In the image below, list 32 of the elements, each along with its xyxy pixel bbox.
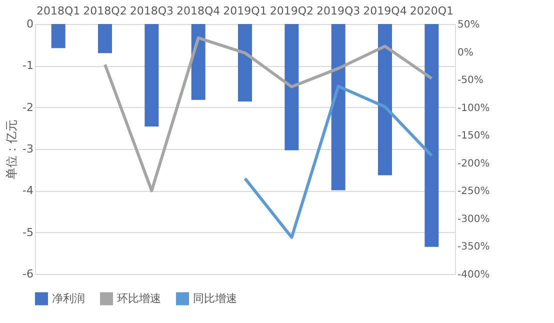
legend-label: 净利润	[52, 292, 85, 305]
y2-tick-label: -200%	[458, 158, 490, 170]
x-tick-label: 2019Q1	[223, 4, 267, 18]
x-tick-label: 2019Q4	[363, 4, 407, 18]
x-tick-label: 2018Q4	[176, 4, 220, 18]
y2-tick-label: -250%	[458, 186, 490, 198]
y-tick-label: 0	[26, 18, 34, 30]
y-tick-label: -2	[22, 100, 34, 114]
x-tick-label: 2020Q1	[410, 4, 454, 18]
line-series	[104, 36, 434, 192]
y2-tick-label: 0%	[458, 47, 474, 58]
y2-tick-label: -350%	[458, 242, 490, 253]
y-tick-label: -6	[22, 268, 34, 280]
x-tick-label: 2018Q2	[83, 4, 127, 18]
y2-tick-label: -100%	[458, 102, 490, 114]
x-tick-label: 2019Q2	[270, 4, 314, 18]
legend-label: 同比增速	[193, 292, 237, 305]
y2-tick-label: -400%	[458, 270, 490, 280]
legend-label: 环比增速	[117, 292, 161, 305]
x-tick-label: 2019Q3	[316, 4, 360, 18]
y2-tick-label: -300%	[458, 214, 490, 225]
y2-tick-label: -50%	[458, 75, 484, 86]
x-tick-label: 2018Q1	[36, 4, 80, 18]
y-tick-label: -5	[22, 226, 34, 239]
y-tick-label: -3	[22, 142, 34, 156]
y-tick-label: -4	[22, 184, 34, 198]
y-axis-title: 单位：亿元	[4, 120, 19, 180]
y-tick-label: -1	[22, 59, 34, 72]
line-series	[244, 84, 434, 239]
y2-tick-label: -150%	[458, 130, 490, 142]
x-tick-label: 2018Q3	[130, 4, 174, 18]
y2-tick-label: 50%	[458, 20, 480, 30]
